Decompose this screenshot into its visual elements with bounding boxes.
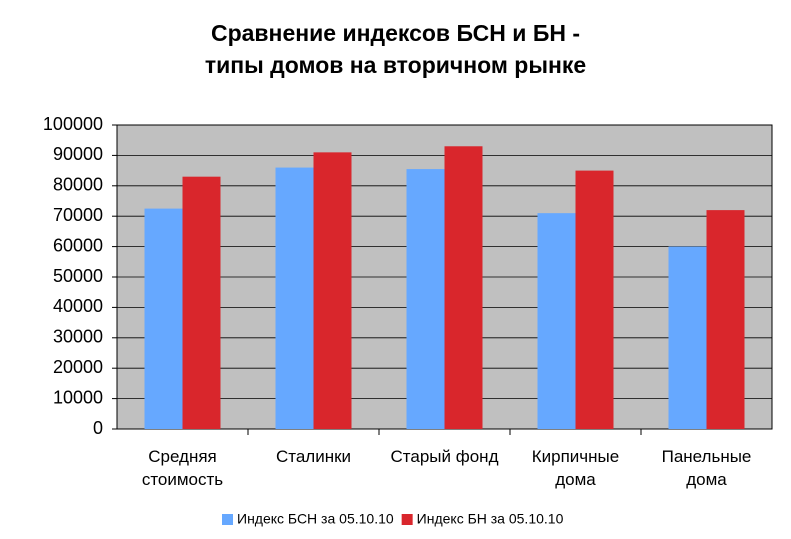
bar <box>406 169 445 429</box>
chart-title: Сравнение индексов БСН и БН - <box>210 20 581 46</box>
y-tick-label: 90000 <box>53 144 103 164</box>
x-tick-label: Старый фонд <box>390 447 499 466</box>
legend-label: Индекс БСН за 05.10.10 <box>237 511 394 527</box>
x-tick-label: Сталинки <box>275 447 352 466</box>
bar <box>313 152 352 430</box>
x-tick-label: Панельные дома <box>661 447 752 489</box>
y-tick-label: 30000 <box>53 327 103 347</box>
legend-swatch <box>401 514 413 525</box>
legend-swatch <box>222 514 233 525</box>
bar <box>275 167 314 429</box>
bar <box>575 170 614 429</box>
bar <box>537 213 576 429</box>
x-tick-label: Кирпичные дома <box>531 447 620 489</box>
y-tick-label: 50000 <box>53 266 103 286</box>
bar <box>444 146 483 429</box>
y-tick-label: 60000 <box>53 235 103 255</box>
y-tick-label: 20000 <box>53 357 103 377</box>
legend-label: Индекс БН за 05.10.10 <box>417 511 564 527</box>
bar <box>144 208 183 429</box>
bar <box>668 246 707 429</box>
y-tick-label: 70000 <box>53 205 103 225</box>
y-tick-label: 40000 <box>53 296 103 316</box>
x-tick-label: Средняя стоимость <box>141 447 224 489</box>
bar <box>182 176 221 429</box>
y-tick-label: 0 <box>93 418 103 438</box>
y-tick-label: 80000 <box>53 175 103 195</box>
chart-title: типы домов на вторичном рынке <box>204 52 587 78</box>
y-tick-label: 100000 <box>43 114 103 134</box>
bar <box>706 210 745 429</box>
y-tick-label: 10000 <box>53 387 103 407</box>
